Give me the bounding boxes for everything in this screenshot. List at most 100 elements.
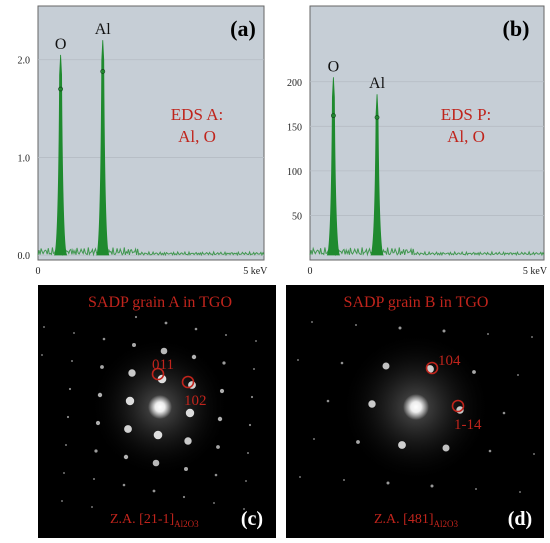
diffraction-spot (356, 440, 360, 444)
diffraction-spot (326, 399, 330, 403)
spot-circle-marker (151, 367, 165, 381)
peak-marker (374, 115, 380, 120)
sadp-title: SADP grain A in TGO (88, 294, 232, 311)
diffraction-spot (123, 454, 129, 460)
diffraction-spot (102, 337, 106, 341)
diffraction-spot (533, 453, 535, 455)
diffraction-spot (519, 491, 521, 493)
diffraction-spot (297, 359, 299, 361)
panel-label: (d) (508, 508, 532, 530)
spot-circle-marker (181, 375, 195, 389)
diffraction-spot (184, 437, 192, 445)
peak-element-labels: O Al (55, 21, 111, 53)
panel-label: (b) (503, 16, 530, 41)
diffraction-spot (94, 449, 98, 453)
baseline-noise-line (309, 246, 545, 257)
spectrum-peaks (53, 40, 110, 256)
diffraction-spot (63, 472, 65, 474)
diffraction-spot (43, 326, 45, 328)
plot-area (309, 5, 545, 261)
diffraction-spot (68, 387, 72, 391)
diffraction-spot (311, 321, 313, 323)
diffraction-spot (91, 506, 93, 508)
eds-annotation-line1: EDS P: (441, 105, 492, 124)
peak-label-o: O (328, 58, 340, 75)
sadp-grain-a-panel: SADP grain A in TGO 011 102 Z.A. [21-1]A… (38, 285, 276, 538)
diffraction-spot (122, 483, 126, 487)
diffraction-spot (41, 354, 43, 356)
peak-label-o: O (55, 36, 67, 53)
diffraction-spot (472, 370, 476, 374)
eds-spectrum-a-panel: 0.0 1.0 2.0 0 5 keV O Al (a) EDS A: Al, O (0, 0, 270, 278)
diffraction-spot (65, 444, 67, 446)
diffraction-spot (73, 332, 75, 334)
diffraction-spot (213, 502, 215, 504)
diffraction-spot (194, 327, 198, 331)
spot-circle-marker (451, 399, 465, 413)
spectrum-baseline (37, 247, 265, 257)
diffraction-spot (343, 479, 345, 481)
diffraction-spot (247, 452, 249, 454)
diffraction-spot (61, 500, 63, 502)
diffraction-spot (164, 321, 168, 325)
diffraction-spot (134, 315, 138, 319)
sadp-grain-b-panel: SADP grain B in TGO 104 1-14 Z.A. [481]A… (286, 285, 544, 538)
peak-label-al: Al (95, 21, 112, 38)
diffraction-spot (184, 467, 188, 471)
diffraction-spot (71, 360, 73, 362)
diffraction-spot (488, 449, 492, 453)
spot-circle-marker (425, 361, 439, 375)
diffraction-spot (128, 369, 136, 377)
peak-al (96, 40, 110, 256)
spot-index-label: 1-14 (454, 417, 482, 433)
sadp-grain-b-pattern: SADP grain B in TGO 104 1-14 Z.A. [481]A… (297, 294, 535, 530)
diffraction-spot (386, 481, 390, 485)
diffraction-spot (157, 374, 167, 384)
panel-label: (a) (230, 16, 256, 41)
diffraction-spot (217, 416, 223, 422)
diffraction-spot (248, 423, 252, 427)
diffraction-spot (442, 444, 450, 452)
y-tick-label: 2.0 (18, 56, 31, 67)
y-tick-label: 0.0 (18, 251, 31, 262)
diffraction-spot (216, 445, 220, 449)
diffraction-spot (475, 488, 477, 490)
spot-index-label: 102 (184, 393, 207, 409)
diffraction-spots (41, 315, 257, 510)
eds-annotation-line2: Al, O (447, 127, 485, 146)
peak-element-labels: O Al (328, 58, 386, 92)
diffraction-spot (93, 478, 95, 480)
diffraction-spot (245, 480, 247, 482)
diffraction-spot (191, 354, 197, 360)
zone-axis-index: [21-1] (139, 512, 174, 527)
diffraction-spot (153, 430, 163, 440)
diffraction-spot (430, 484, 434, 488)
diffraction-spot (382, 362, 390, 370)
zone-axis-label: Z.A. [481]Al2O3 (374, 512, 458, 529)
y-tick-label: 200 (287, 78, 302, 89)
peak-o (326, 77, 341, 256)
diffraction-spot (253, 368, 255, 370)
spectrum-peaks (326, 77, 384, 256)
diffraction-spot (487, 333, 489, 335)
y-tick-label: 150 (287, 122, 302, 133)
diffraction-spot (66, 415, 70, 419)
diffraction-spot (340, 361, 344, 365)
peak-label-al: Al (369, 75, 386, 92)
diffraction-spot (152, 459, 160, 467)
eds-spectrum-p-panel: 50 100 150 200 0 5 keV O Al (b) EDS P: Al, O (280, 0, 550, 278)
diffraction-spot (132, 343, 136, 347)
diffraction-spot (222, 361, 226, 365)
diffraction-spot (125, 396, 135, 406)
eds-spectrum-p-chart: 50 100 150 200 0 5 keV O Al (b) EDS P: Al, O (287, 5, 548, 277)
diffraction-spot (255, 340, 257, 342)
peak-o (53, 54, 68, 256)
diffraction-spot (95, 420, 101, 426)
diffraction-spot (152, 489, 156, 493)
peak-marker (331, 113, 336, 119)
diffraction-spot (398, 326, 402, 330)
sadp-grain-a-pattern: SADP grain A in TGO 011 102 Z.A. [21-1]A… (41, 294, 263, 530)
eds-spectrum-a-chart: 0.0 1.0 2.0 0 5 keV O Al (a) EDS A: Al, O (18, 5, 268, 277)
peak-marker (58, 86, 63, 92)
diffraction-spot (243, 508, 245, 510)
